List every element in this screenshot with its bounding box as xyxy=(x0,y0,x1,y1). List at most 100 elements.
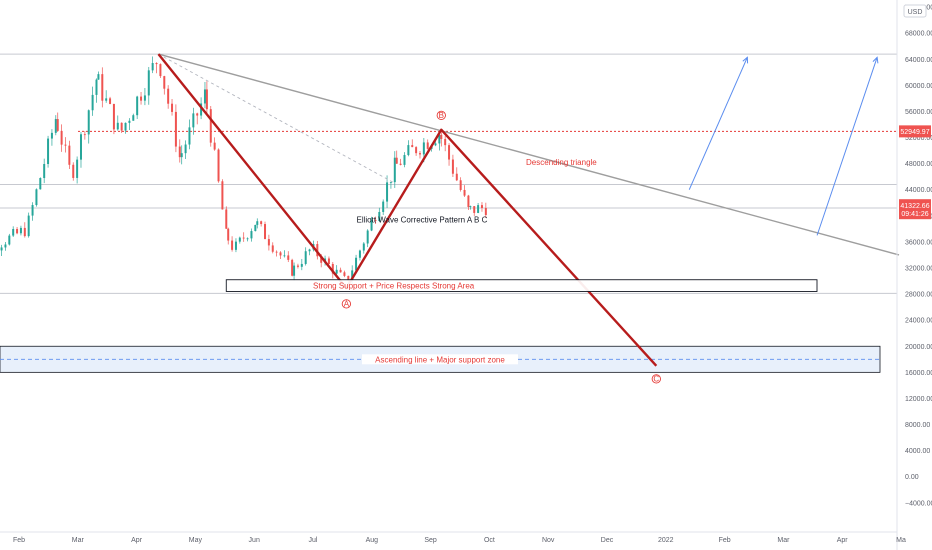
currency-label: USD xyxy=(908,9,923,16)
wave-label-b[interactable]: B xyxy=(436,110,446,121)
candle xyxy=(308,248,311,256)
candle-body xyxy=(264,224,267,240)
candle xyxy=(459,177,462,192)
candle xyxy=(174,104,177,153)
candle xyxy=(444,136,447,152)
candle xyxy=(151,56,154,74)
candle xyxy=(426,139,429,150)
descending-trendline[interactable] xyxy=(158,53,900,256)
candle-body xyxy=(275,251,278,253)
resistance-price-label[interactable]: 52949.97 xyxy=(899,125,931,138)
candle xyxy=(440,130,443,147)
candle xyxy=(234,238,237,253)
candle-body xyxy=(335,269,338,274)
candle-body xyxy=(109,98,112,104)
currency-badge[interactable]: USD xyxy=(903,4,927,18)
candle xyxy=(231,236,234,252)
candle xyxy=(362,242,365,254)
chart-annotation-text[interactable]: Elliott Wave Corrective Pattern A B C xyxy=(356,215,487,224)
candle xyxy=(463,185,466,198)
candle xyxy=(411,139,414,148)
candle xyxy=(393,151,396,188)
candle xyxy=(39,177,42,190)
candle xyxy=(448,143,451,166)
candle-body xyxy=(171,103,174,112)
elliott-wave-abc[interactable] xyxy=(157,53,658,367)
candle-body xyxy=(287,255,290,260)
candle xyxy=(275,250,278,257)
x-tick-label: Aug xyxy=(366,537,379,544)
candle-body xyxy=(163,76,166,89)
candle-body xyxy=(50,132,53,139)
candle xyxy=(271,242,274,254)
candle xyxy=(221,179,224,210)
chart-annotation-text[interactable]: Descending triangle xyxy=(526,158,597,167)
y-tick-label: 56000.00 xyxy=(905,109,932,116)
candle xyxy=(4,242,7,251)
candle-body xyxy=(426,142,429,149)
candle-body xyxy=(250,231,253,239)
candle-body xyxy=(448,145,451,160)
projection-arrow[interactable] xyxy=(688,56,749,190)
candle xyxy=(304,247,307,266)
candle xyxy=(296,263,299,269)
candle xyxy=(159,63,162,79)
candle xyxy=(132,113,135,121)
candle xyxy=(455,167,458,182)
candle-body xyxy=(389,182,392,183)
candle xyxy=(227,227,230,245)
candle-body xyxy=(386,182,389,202)
candle xyxy=(167,85,170,109)
wave-label-circle xyxy=(651,374,661,384)
x-tick-label: 2022 xyxy=(658,537,674,544)
y-tick-label: 8000.00 xyxy=(905,422,930,429)
candle-body xyxy=(35,189,38,206)
dashed-helper-line[interactable] xyxy=(158,53,396,184)
candle-body xyxy=(455,173,458,181)
candle xyxy=(480,202,483,212)
x-tick-label: Jun xyxy=(249,537,260,544)
candle xyxy=(403,152,406,168)
candle-body xyxy=(91,94,94,111)
strong-support-box[interactable] xyxy=(225,279,818,292)
band-label-background xyxy=(362,354,518,365)
wave-label-c[interactable]: C xyxy=(651,374,661,384)
candle-body xyxy=(459,180,462,190)
candle-body xyxy=(27,215,30,237)
candle-body xyxy=(469,206,472,207)
candle-body xyxy=(180,153,183,158)
wave-label-a[interactable]: A xyxy=(341,299,352,309)
candle xyxy=(209,105,212,147)
candle-body xyxy=(72,164,75,178)
candle-body xyxy=(254,224,257,232)
y-tick-label: −4000.00 xyxy=(905,500,932,507)
y-tick-label: 20000.00 xyxy=(905,344,932,351)
candle xyxy=(87,109,90,144)
candle xyxy=(112,103,115,135)
candle-body xyxy=(167,88,170,104)
candle-body xyxy=(347,275,350,281)
candle-body xyxy=(209,109,212,143)
candle-body xyxy=(463,189,466,196)
candle-body xyxy=(467,195,470,207)
candle xyxy=(327,256,330,265)
wave-label-text: B xyxy=(439,111,444,120)
candle xyxy=(389,182,392,189)
y-tick-label: 48000.00 xyxy=(905,161,932,168)
candle-body xyxy=(132,115,135,121)
candle-body xyxy=(271,245,274,252)
candle-body xyxy=(101,74,104,101)
projection-arrow[interactable] xyxy=(816,56,879,236)
candle xyxy=(124,122,127,134)
candle-body xyxy=(112,103,115,130)
y-tick-label: 4000.00 xyxy=(905,448,930,455)
candle xyxy=(395,150,398,164)
candle xyxy=(64,137,67,153)
candle xyxy=(171,98,174,116)
candle-body xyxy=(382,201,385,212)
time-axis[interactable]: Feb Mar Apr May Jun Jul Aug Sep Oct Nov Dec 2022 Feb… xyxy=(13,537,906,544)
candle-body xyxy=(68,145,71,165)
